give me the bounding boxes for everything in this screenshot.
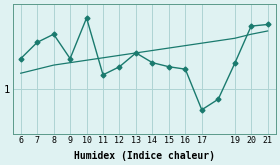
X-axis label: Humidex (Indice chaleur): Humidex (Indice chaleur): [74, 151, 215, 161]
